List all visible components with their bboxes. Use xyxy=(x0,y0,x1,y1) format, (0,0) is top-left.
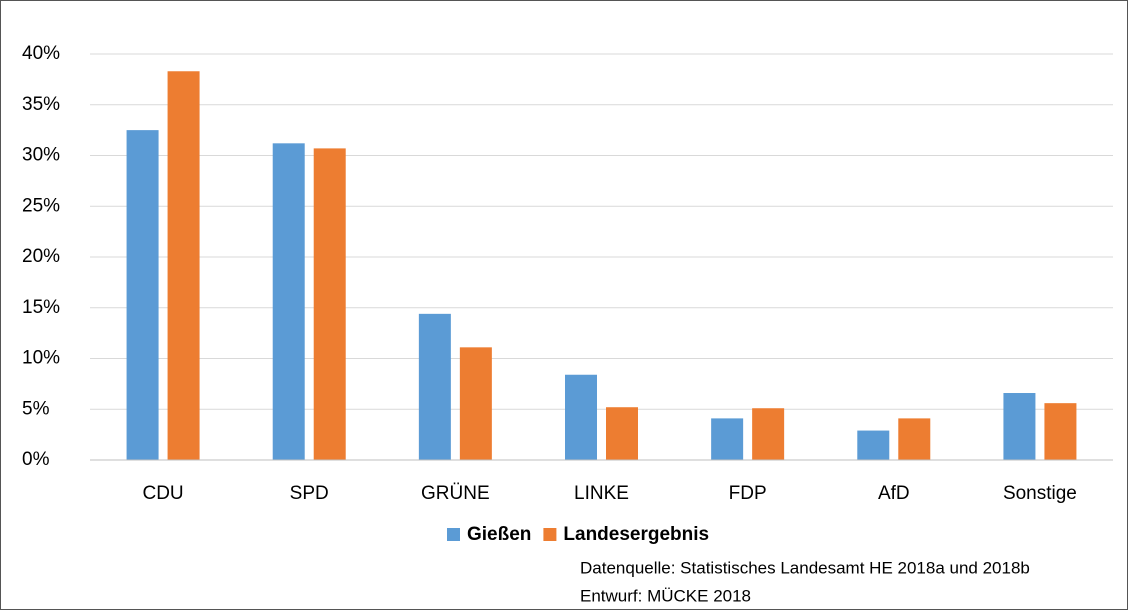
bar xyxy=(418,313,451,460)
bar xyxy=(857,430,890,460)
x-tick-label: FDP xyxy=(729,483,767,504)
bar xyxy=(711,418,744,460)
bar xyxy=(1044,403,1077,460)
x-tick-label: LINKE xyxy=(574,483,629,504)
bar xyxy=(272,143,305,460)
y-tick-label: 40% xyxy=(22,43,60,64)
bar xyxy=(752,408,785,460)
x-tick-label: Sonstige xyxy=(1003,483,1077,504)
bar xyxy=(167,71,200,460)
bar xyxy=(126,130,159,460)
y-tick-label: 15% xyxy=(22,297,60,318)
legend-label: Landesergebnis xyxy=(563,524,709,545)
y-tick-label: 35% xyxy=(22,94,60,115)
y-tick-label: 30% xyxy=(22,145,60,166)
bar xyxy=(898,418,931,460)
y-tick-label: 25% xyxy=(22,195,60,216)
x-tick-label: SPD xyxy=(290,483,329,504)
x-tick-label: AfD xyxy=(878,483,910,504)
annotation: Entwurf: MÜCKE 2018 xyxy=(580,586,751,605)
y-tick-label: 5% xyxy=(22,398,50,419)
legend-swatch xyxy=(447,528,460,541)
x-tick-label: GRÜNE xyxy=(421,483,490,504)
bar xyxy=(459,347,492,460)
annotation: Datenquelle: Statistisches Landesamt HE … xyxy=(580,558,1030,577)
legend-swatch xyxy=(543,528,557,541)
bar xyxy=(606,407,638,460)
legend-label: Gießen xyxy=(467,524,531,545)
bar xyxy=(313,148,346,460)
bar xyxy=(565,374,597,460)
x-tick-label: CDU xyxy=(142,483,183,504)
y-tick-label: 0% xyxy=(22,449,50,470)
y-tick-label: 10% xyxy=(22,348,60,369)
y-tick-label: 20% xyxy=(22,246,60,267)
bar xyxy=(1003,393,1036,460)
